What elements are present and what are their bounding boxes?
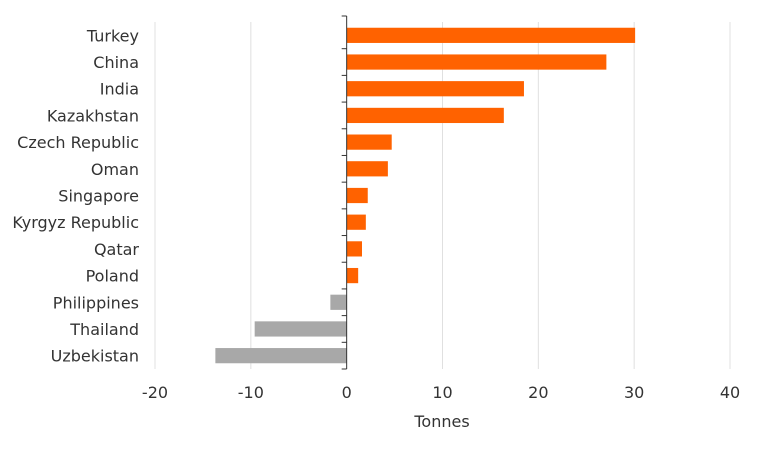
x-tick-label: 40 xyxy=(720,383,740,402)
category-label: China xyxy=(93,53,139,72)
x-tick-label: 10 xyxy=(432,383,452,402)
axes xyxy=(341,15,348,370)
x-tick-label: 0 xyxy=(342,383,352,402)
category-label: Czech Republic xyxy=(17,133,139,152)
category-label: Turkey xyxy=(86,26,139,45)
bar xyxy=(346,107,504,124)
bar xyxy=(346,241,362,257)
bar xyxy=(215,348,347,364)
bar xyxy=(346,134,392,150)
category-label: Philippines xyxy=(53,293,139,312)
x-axis-title: Tonnes xyxy=(413,412,469,431)
bar xyxy=(254,321,347,337)
bar xyxy=(330,294,347,310)
bars xyxy=(215,27,636,364)
category-label: Thailand xyxy=(69,320,139,339)
bar xyxy=(346,267,359,284)
bar xyxy=(346,214,366,230)
x-tick-label: 20 xyxy=(528,383,548,402)
category-label: Poland xyxy=(86,267,139,286)
bar xyxy=(346,27,636,43)
category-label: India xyxy=(100,80,139,99)
bar xyxy=(346,161,388,177)
x-tick-label: -20 xyxy=(142,383,168,402)
x-tick-label: 30 xyxy=(624,383,644,402)
category-label: Qatar xyxy=(94,240,139,259)
x-tick-labels: -20 -10 0 10 20 30 40 xyxy=(142,383,740,402)
category-label: Kazakhstan xyxy=(47,106,139,125)
category-label: Kyrgyz Republic xyxy=(12,213,139,232)
category-label: Uzbekistan xyxy=(51,347,139,366)
bar xyxy=(346,187,368,204)
bar xyxy=(346,54,607,70)
gridlines xyxy=(154,22,731,369)
x-tick-label: -10 xyxy=(238,383,264,402)
category-label: Oman xyxy=(91,160,139,179)
category-label: Singapore xyxy=(58,187,139,206)
bar xyxy=(346,81,524,97)
category-labels: Turkey China India Kazakhstan Czech Republic… xyxy=(12,26,139,365)
